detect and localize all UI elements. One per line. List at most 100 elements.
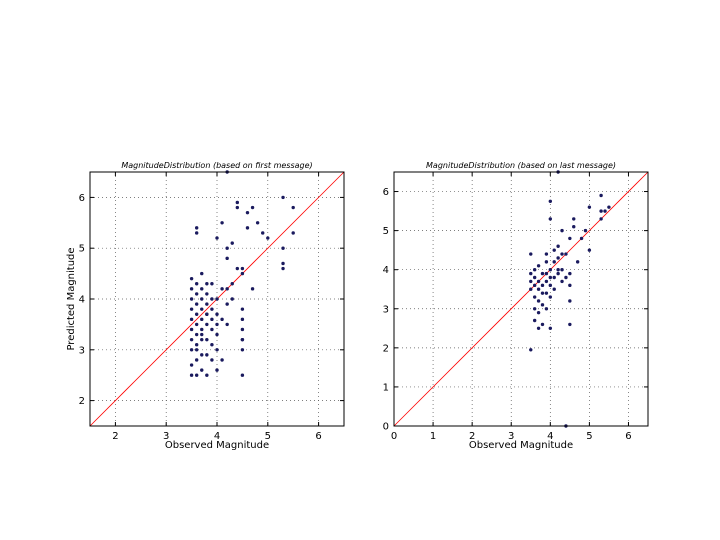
- right-data-point: [599, 209, 603, 213]
- right-ytick-label: 0: [383, 422, 389, 433]
- chart-left: MagnitudeDistribution (based on first me…: [66, 161, 345, 451]
- right-data-point: [560, 279, 564, 284]
- right-data-point: [564, 252, 568, 256]
- chart-right-ticks: 0 1 2 3 4 5 6 0 1 2 3 4 5 6: [383, 172, 648, 442]
- left-data-point: [205, 353, 209, 357]
- right-data-point: [544, 252, 549, 256]
- right-data-point: [556, 271, 560, 276]
- left-data-point: [215, 297, 219, 301]
- left-data-point: [291, 205, 295, 210]
- left-ytick-label: 4: [79, 295, 85, 306]
- left-ytick-label: 2: [79, 396, 85, 407]
- left-data-point: [266, 236, 270, 240]
- right-data-point: [548, 275, 553, 280]
- right-data-point: [599, 217, 603, 221]
- right-data-point: [568, 271, 572, 276]
- left-data-point: [220, 358, 224, 362]
- left-data-point: [225, 322, 229, 327]
- right-data-point: [532, 267, 537, 272]
- left-data-point: [215, 348, 219, 352]
- right-data-point: [568, 236, 572, 241]
- left-data-point: [215, 332, 219, 337]
- right-data-point: [548, 217, 553, 221]
- left-data-point: [225, 246, 229, 250]
- right-data-point: [560, 267, 564, 272]
- right-data-point: [552, 287, 556, 291]
- left-data-point: [194, 332, 199, 337]
- left-data-point: [255, 221, 260, 225]
- left-xtick-label: 4: [214, 431, 220, 442]
- left-data-point: [200, 327, 204, 332]
- right-data-point: [603, 209, 607, 213]
- chart-left-xlabel: Observed Magnitude: [165, 440, 269, 451]
- left-data-point: [200, 317, 204, 322]
- chart-left-ticks: 2 3 4 5 6 2 3 4 5 6: [79, 172, 344, 442]
- right-data-point: [536, 287, 541, 291]
- left-data-point: [240, 271, 245, 276]
- left-data-point: [194, 282, 199, 286]
- chart-right-points: [529, 170, 611, 428]
- right-data-point: [529, 279, 533, 284]
- left-data-point: [225, 256, 229, 261]
- right-data-point: [552, 260, 556, 264]
- left-data-point: [245, 226, 250, 230]
- right-data-point: [529, 287, 533, 291]
- left-data-point: [200, 337, 204, 342]
- left-data-point: [240, 317, 245, 322]
- left-data-point: [281, 266, 285, 271]
- left-xtick-label: 3: [163, 431, 169, 442]
- left-data-point: [189, 287, 194, 291]
- left-data-point: [235, 200, 240, 205]
- left-data-point: [205, 373, 209, 377]
- left-data-point: [194, 302, 199, 306]
- chart-right-title: MagnitudeDistribution (based on last mes…: [426, 161, 616, 170]
- left-data-point: [210, 297, 214, 301]
- right-ytick-label: 5: [383, 226, 389, 237]
- right-data-point: [532, 275, 537, 280]
- left-data-point: [215, 368, 219, 372]
- right-data-point: [536, 264, 541, 268]
- left-ytick-label: 3: [79, 345, 85, 356]
- right-ytick-label: 4: [383, 265, 389, 276]
- left-data-point: [205, 337, 209, 342]
- left-data-point: [194, 292, 199, 296]
- left-data-point: [220, 287, 224, 291]
- chart-right-frame: [393, 171, 649, 427]
- left-data-point: [200, 332, 204, 337]
- right-data-point: [548, 295, 553, 299]
- right-data-point: [544, 279, 549, 284]
- right-data-point: [536, 279, 541, 284]
- right-xtick-label: 2: [469, 431, 475, 442]
- right-data-point: [532, 307, 537, 311]
- right-data-point: [583, 228, 588, 233]
- left-data-point: [194, 322, 199, 327]
- right-data-point: [568, 299, 572, 303]
- right-data-point: [544, 271, 549, 276]
- left-data-point: [194, 348, 199, 352]
- right-data-point: [560, 252, 564, 256]
- left-data-point: [194, 231, 199, 235]
- left-data-point: [235, 266, 240, 271]
- right-data-point: [532, 295, 537, 299]
- right-xtick-label: 4: [547, 431, 553, 442]
- right-data-point: [536, 299, 541, 303]
- chart-left-points: [189, 170, 295, 377]
- right-data-point: [529, 348, 533, 352]
- left-data-point: [281, 195, 285, 200]
- right-data-point: [548, 267, 553, 272]
- right-data-point: [568, 283, 572, 288]
- left-data-point: [210, 282, 214, 286]
- left-data-point: [261, 231, 265, 235]
- left-data-point: [291, 231, 295, 235]
- left-data-point: [200, 271, 204, 276]
- left-xtick-label: 5: [265, 431, 271, 442]
- right-data-point: [548, 283, 553, 288]
- right-data-point: [552, 248, 556, 252]
- right-data-point: [540, 283, 545, 288]
- left-data-point: [210, 327, 214, 332]
- left-data-point: [225, 302, 229, 306]
- right-xtick-label: 1: [430, 431, 436, 442]
- right-data-point: [536, 326, 541, 331]
- left-data-point: [230, 241, 234, 245]
- right-data-point: [540, 303, 545, 307]
